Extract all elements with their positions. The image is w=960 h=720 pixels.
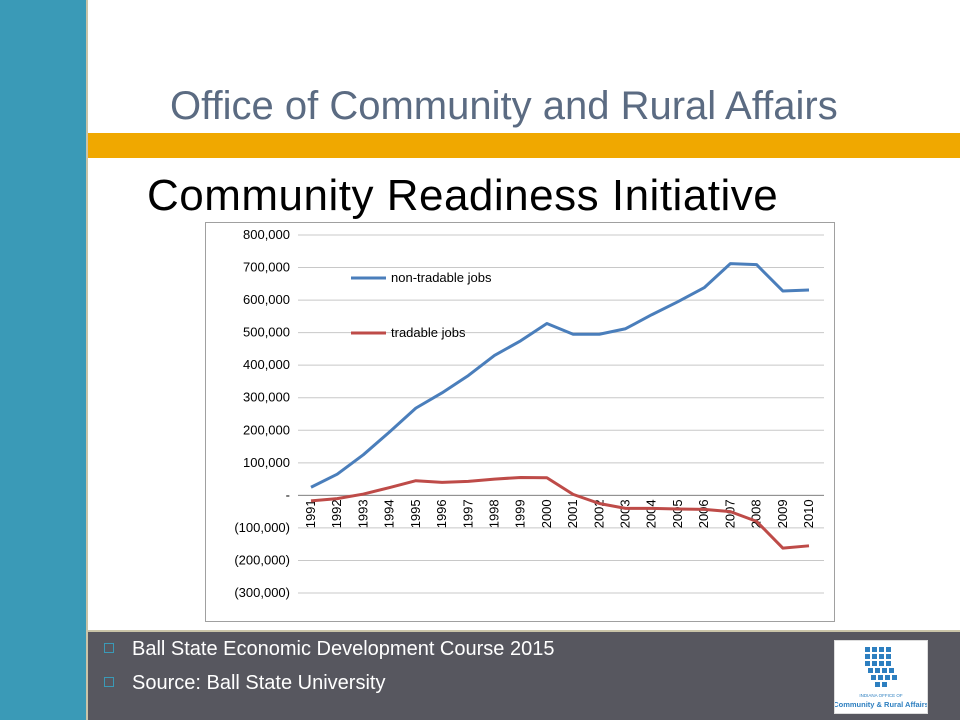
data-point xyxy=(781,547,784,550)
legend-label: non-tradable jobs xyxy=(391,270,492,285)
data-point xyxy=(388,486,391,489)
series-line-non-tradable xyxy=(310,262,810,489)
x-tick-label: 2006 xyxy=(696,499,711,528)
bullet-item-course: Ball State Economic Development Course 2… xyxy=(104,638,554,661)
square-bullet-icon xyxy=(104,642,114,653)
data-point xyxy=(441,481,444,484)
chart-frame: (300,000) (200,000) (100,000) - 100,000 200,0… xyxy=(205,222,835,622)
y-tick-label: 500,000 xyxy=(243,325,290,340)
y-tick-label: 800,000 xyxy=(243,227,290,242)
logo-line-1: INDIANA OFFICE OF xyxy=(859,693,903,698)
data-point xyxy=(519,476,522,479)
x-tick-label: 1999 xyxy=(513,499,528,528)
data-point xyxy=(624,507,627,510)
data-point xyxy=(414,407,417,410)
indiana-map-icon: INDIANA OFFICE OF Community & Rural Affa… xyxy=(833,647,929,709)
orange-divider-band xyxy=(88,133,960,158)
data-point xyxy=(362,493,365,496)
x-tick-label: 1991 xyxy=(303,499,318,528)
line-chart: (300,000) (200,000) (100,000) - 100,000 200,0… xyxy=(234,227,824,600)
data-point xyxy=(336,473,339,476)
legend-label: tradable jobs xyxy=(391,325,466,340)
data-point xyxy=(310,486,313,489)
y-tick-label: (200,000) xyxy=(234,552,290,567)
data-point xyxy=(414,479,417,482)
x-tick-label: 1992 xyxy=(329,499,344,528)
x-tick-label: 1998 xyxy=(486,499,501,528)
x-tick-label: 1996 xyxy=(434,499,449,528)
bullet-text: Ball State Economic Development Course 2… xyxy=(132,638,555,660)
data-point xyxy=(572,333,575,336)
data-point xyxy=(781,289,784,292)
x-tick-label: 2003 xyxy=(618,499,633,528)
x-tick-label: 1994 xyxy=(382,499,397,528)
x-tick-label: 2002 xyxy=(591,499,606,528)
data-point xyxy=(755,520,758,523)
x-tick-label: 1993 xyxy=(355,499,370,528)
header-title: Office of Community and Rural Affairs xyxy=(170,84,838,128)
data-point xyxy=(310,499,313,502)
footer-bar: Ball State Economic Development Course 2… xyxy=(88,630,960,720)
data-point xyxy=(624,327,627,330)
y-tick-label: - xyxy=(286,487,290,502)
data-point xyxy=(676,300,679,303)
data-point xyxy=(808,544,811,547)
logo-line-2: Community & Rural Affairs xyxy=(835,700,927,709)
slide-subtitle: Community Readiness Initiative xyxy=(147,171,779,220)
data-point xyxy=(703,286,706,289)
data-point xyxy=(519,339,522,342)
y-tick-label: (300,000) xyxy=(234,585,290,600)
data-point xyxy=(676,508,679,511)
x-tick-label: 2009 xyxy=(775,499,790,528)
square-bullet-icon xyxy=(104,676,114,687)
data-point xyxy=(362,453,365,456)
data-point xyxy=(808,289,811,292)
y-tick-label: (100,000) xyxy=(234,520,290,535)
x-tick-label: 2000 xyxy=(539,499,554,528)
y-tick-label: 600,000 xyxy=(243,292,290,307)
series-line-tradable xyxy=(310,475,810,550)
x-tick-label: 1995 xyxy=(408,499,423,528)
y-tick-label: 700,000 xyxy=(243,260,290,275)
data-point xyxy=(441,391,444,394)
data-point xyxy=(493,478,496,481)
bullet-item-source: Source: Ball State University xyxy=(104,672,385,695)
data-point xyxy=(703,508,706,511)
data-point xyxy=(545,322,548,325)
data-point xyxy=(729,262,732,265)
data-point xyxy=(493,354,496,357)
data-point xyxy=(755,263,758,266)
data-point xyxy=(650,313,653,316)
x-tick-label: 2001 xyxy=(565,499,580,528)
data-point xyxy=(336,497,339,500)
data-point xyxy=(598,502,601,505)
data-point xyxy=(572,493,575,496)
data-point xyxy=(467,480,470,483)
bullet-text: Source: Ball State University xyxy=(132,672,386,694)
x-tick-label: 2010 xyxy=(801,499,816,528)
data-point xyxy=(467,374,470,377)
x-tick-label: 2007 xyxy=(722,499,737,528)
data-point xyxy=(598,333,601,336)
y-tick-label: 300,000 xyxy=(243,390,290,405)
x-tick-label: 2004 xyxy=(644,499,659,528)
y-tick-label: 100,000 xyxy=(243,455,290,470)
y-tick-label: 200,000 xyxy=(243,422,290,437)
left-accent-bar xyxy=(0,0,88,720)
x-tick-label: 2005 xyxy=(670,499,685,528)
ocra-logo: INDIANA OFFICE OF Community & Rural Affa… xyxy=(833,640,929,714)
y-tick-label: 400,000 xyxy=(243,357,290,372)
data-point xyxy=(729,510,732,513)
data-point xyxy=(388,430,391,433)
data-point xyxy=(545,476,548,479)
x-tick-label: 1997 xyxy=(460,499,475,528)
x-tick-label: 2008 xyxy=(749,499,764,528)
data-point xyxy=(650,507,653,510)
